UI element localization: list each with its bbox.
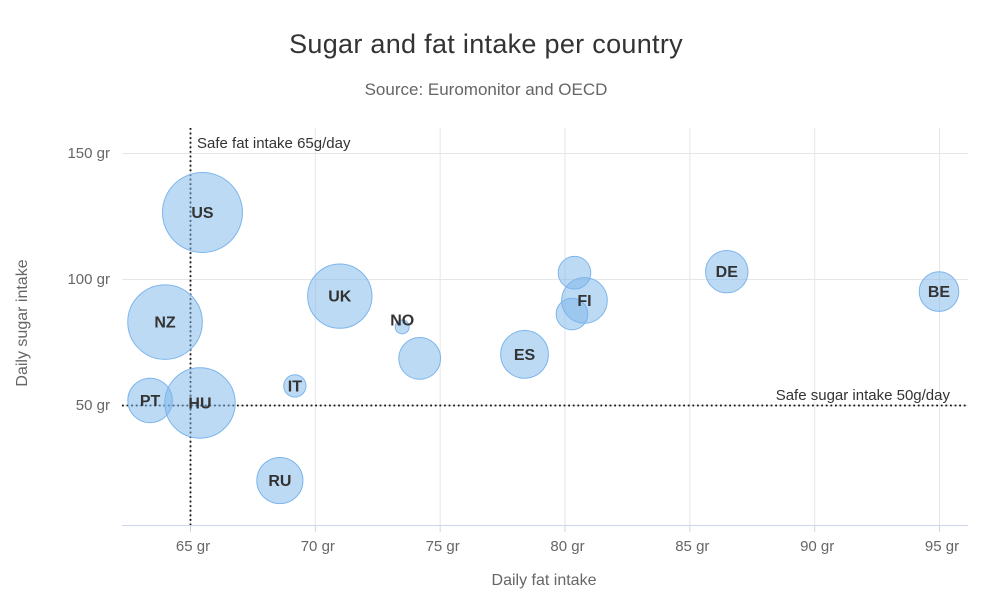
- y-tick-label: 50 gr: [76, 397, 110, 414]
- grid-layer: [122, 128, 968, 525]
- bubble-label-FI: FI: [577, 293, 591, 310]
- x-tick-label: 70 gr: [301, 538, 335, 555]
- safe-fat-plotline-label: Safe fat intake 65g/day: [197, 135, 351, 152]
- bubble-unlabeled-4[interactable]: [555, 297, 589, 331]
- y-axis-title: Daily sugar intake: [14, 259, 31, 386]
- x-tick-label: 90 gr: [800, 538, 834, 555]
- x-tick-label: 75 gr: [426, 538, 460, 555]
- bubble-label-HU: HU: [188, 395, 211, 412]
- x-tick-label: 65 gr: [176, 538, 210, 555]
- bubble-label-RU: RU: [268, 473, 291, 490]
- chart-title: Sugar and fat intake per country: [289, 29, 683, 59]
- tick-label-layer: 65 gr 70 gr 75 gr 80 gr 85 gr 90 gr 95 gr 50 gr…: [67, 145, 959, 555]
- bubble-NZ[interactable]: [127, 284, 203, 360]
- bubble-label-layer: BE DE FI ES NO UK IT RU US HU PT NZ: [140, 205, 951, 490]
- bubble-label-NZ: NZ: [154, 315, 176, 332]
- bubble-DE[interactable]: [705, 249, 749, 294]
- bubble-label-IT: IT: [288, 378, 302, 395]
- bubble-NO[interactable]: [394, 319, 410, 335]
- bubble-UK[interactable]: [307, 263, 373, 329]
- plotline-layer: [122, 128, 968, 525]
- bubble-label-ES: ES: [514, 347, 536, 364]
- bubble-unlabeled-6[interactable]: [398, 336, 442, 380]
- bubble-label-PT: PT: [140, 393, 161, 410]
- bubble-label-DE: DE: [716, 264, 739, 281]
- bubble-PT[interactable]: [127, 377, 173, 424]
- x-tick-label: 95 gr: [925, 538, 959, 555]
- chart-subtitle: Source: Euromonitor and OECD: [364, 80, 608, 99]
- bubble-label-BE: BE: [928, 284, 951, 301]
- x-axis-title: Daily fat intake: [492, 572, 597, 589]
- bubble-label-US: US: [191, 205, 214, 222]
- x-tick-label: 80 gr: [550, 538, 584, 555]
- bubble-US[interactable]: [161, 171, 243, 253]
- bubble-BE[interactable]: [918, 271, 960, 312]
- bubble-label-NO: NO: [390, 312, 414, 329]
- bubble-ES[interactable]: [500, 329, 549, 379]
- bubble-layer: [127, 171, 960, 505]
- bubble-unlabeled-3[interactable]: [557, 255, 592, 290]
- y-tick-label: 150 gr: [67, 145, 110, 162]
- bubble-RU[interactable]: [256, 457, 304, 505]
- axis-layer: [122, 525, 968, 532]
- x-tick-label: 85 gr: [675, 538, 709, 555]
- y-tick-label: 100 gr: [67, 271, 110, 288]
- bubble-label-UK: UK: [328, 289, 352, 306]
- bubble-IT[interactable]: [283, 374, 307, 398]
- safe-sugar-plotline-label: Safe sugar intake 50g/day: [776, 387, 951, 404]
